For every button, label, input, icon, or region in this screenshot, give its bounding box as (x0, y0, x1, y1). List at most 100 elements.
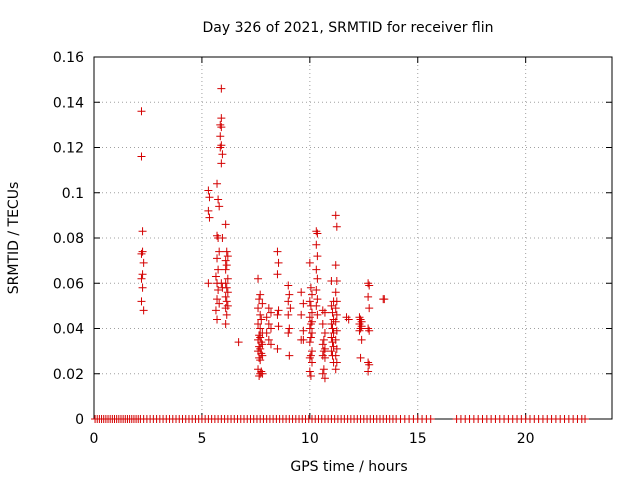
data-point (331, 288, 340, 297)
data-point (307, 290, 316, 299)
data-point (306, 351, 315, 360)
data-point (320, 353, 329, 362)
data-point (258, 369, 267, 378)
data-point (285, 290, 294, 299)
data-point (218, 234, 227, 242)
data-point (332, 358, 341, 367)
data-point (356, 353, 365, 362)
data-point (331, 365, 340, 374)
data-point (313, 310, 322, 319)
data-point (256, 310, 265, 319)
data-point (332, 310, 341, 319)
data-point (256, 333, 265, 342)
chart-title: Day 326 of 2021, SRMTID for receiver fli… (203, 20, 494, 36)
data-point (285, 351, 294, 360)
data-point (342, 313, 351, 322)
data-point (216, 132, 225, 141)
data-point (217, 123, 226, 132)
data-point (312, 286, 321, 295)
data-point (234, 338, 243, 347)
data-point (320, 344, 329, 353)
data-point (138, 283, 147, 292)
data-point (320, 308, 329, 317)
data-point (213, 231, 222, 240)
data-point (264, 319, 273, 328)
data-point (215, 299, 224, 308)
y-tick-label: 0 (75, 412, 84, 428)
data-point (273, 270, 282, 279)
data-point (299, 326, 308, 335)
data-point (319, 347, 328, 356)
data-point (365, 360, 374, 369)
y-tick-label: 0.14 (53, 95, 84, 111)
data-point (137, 274, 146, 283)
data-point (284, 329, 293, 338)
data-point (332, 222, 341, 231)
data-point (331, 211, 340, 220)
data-point (313, 229, 322, 238)
data-point (305, 258, 314, 267)
data-point (305, 324, 314, 333)
data-point (318, 306, 327, 315)
data-point (318, 340, 327, 349)
data-points (91, 84, 590, 423)
data-point (299, 335, 308, 344)
data-point (215, 202, 224, 211)
data-point (284, 310, 293, 319)
data-point (211, 272, 220, 281)
y-tick-label: 0.12 (53, 141, 84, 157)
data-point (273, 310, 282, 319)
data-point (318, 351, 327, 360)
data-point (332, 326, 341, 335)
data-point (222, 310, 231, 319)
x-tick-label: 20 (517, 431, 535, 447)
data-point (264, 304, 273, 313)
data-point (221, 304, 230, 313)
data-point (213, 315, 222, 324)
data-point (139, 306, 148, 315)
data-point (313, 252, 322, 261)
y-tick-label: 0.06 (53, 276, 84, 292)
data-point (217, 114, 226, 123)
data-point (213, 254, 222, 263)
x-tick-label: 5 (197, 431, 206, 447)
data-point (328, 308, 337, 317)
data-point (332, 344, 341, 353)
data-point (218, 150, 227, 159)
data-point (255, 295, 264, 304)
data-point (365, 326, 374, 335)
data-point (306, 319, 315, 328)
data-point (331, 335, 340, 344)
data-point (364, 367, 373, 376)
data-point (297, 288, 306, 297)
data-point (297, 310, 306, 319)
data-point (365, 304, 374, 313)
data-point (328, 324, 337, 333)
data-point (221, 265, 230, 274)
data-point (306, 372, 315, 381)
data-point (285, 324, 294, 333)
data-point (221, 279, 230, 288)
data-point (327, 301, 336, 310)
data-point (364, 358, 373, 367)
data-point (256, 324, 265, 333)
data-point (216, 143, 225, 152)
data-point (365, 281, 374, 290)
data-point (581, 415, 590, 423)
data-point (357, 335, 366, 344)
chart-grid (94, 57, 612, 419)
data-point (205, 213, 214, 222)
data-point (307, 347, 316, 356)
y-tick-label: 0.1 (62, 186, 84, 202)
data-point (307, 317, 316, 326)
data-point (211, 306, 220, 315)
data-point (364, 292, 373, 301)
data-point (318, 319, 327, 328)
data-point (305, 338, 314, 347)
data-point (312, 265, 321, 274)
data-point (313, 274, 322, 283)
data-point (213, 295, 222, 304)
data-point (217, 84, 226, 93)
data-point (217, 159, 226, 168)
